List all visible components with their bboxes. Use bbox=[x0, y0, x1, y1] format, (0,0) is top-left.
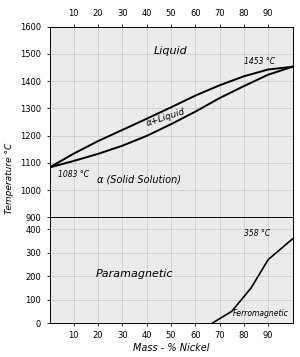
Text: Liquid: Liquid bbox=[154, 46, 188, 56]
Text: 1083 °C: 1083 °C bbox=[58, 170, 89, 179]
Text: 1453 °C: 1453 °C bbox=[244, 57, 275, 66]
Text: 358 °C: 358 °C bbox=[244, 229, 271, 238]
Text: α+Liquid: α+Liquid bbox=[146, 106, 187, 128]
Text: α (Solid Solution): α (Solid Solution) bbox=[98, 175, 182, 185]
Text: Paramagnetic: Paramagnetic bbox=[96, 269, 173, 279]
Text: Ferromagnetic: Ferromagnetic bbox=[233, 310, 289, 318]
Text: Temperature °C: Temperature °C bbox=[5, 143, 14, 214]
X-axis label: Mass - % Nickel: Mass - % Nickel bbox=[133, 343, 209, 353]
